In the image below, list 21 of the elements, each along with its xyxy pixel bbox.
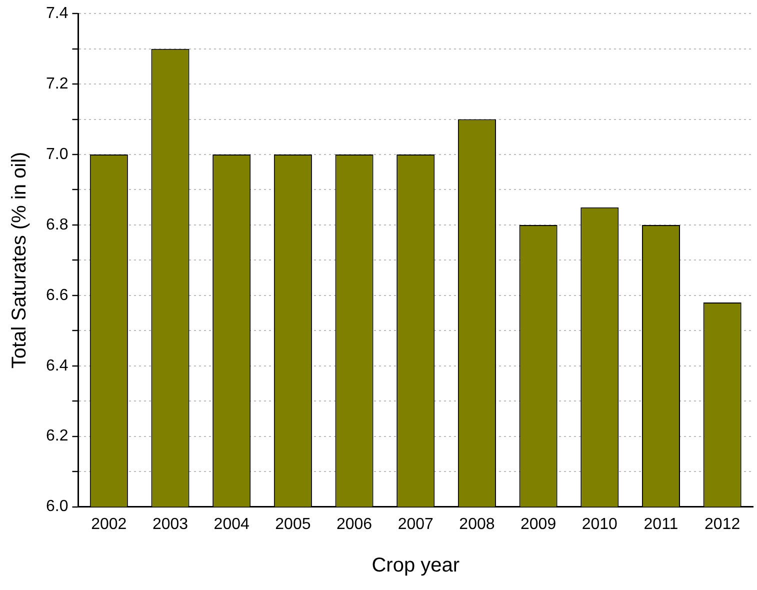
y-tick-label: 7.0 xyxy=(46,146,68,163)
x-tick-label: 2009 xyxy=(520,516,556,533)
y-tick-label: 7.2 xyxy=(46,75,68,92)
x-tick-label: 2002 xyxy=(91,516,127,533)
x-tick-label: 2008 xyxy=(459,516,495,533)
x-tick-label: 2004 xyxy=(214,516,250,533)
x-tick-label: 2010 xyxy=(582,516,618,533)
y-tick-label: 6.0 xyxy=(46,498,68,516)
y-tick-label: 6.6 xyxy=(46,286,68,304)
x-tick-label: 2011 xyxy=(644,516,678,533)
x-tick-label: 2006 xyxy=(336,516,372,533)
y-axis-title: Total Saturates (% in oil) xyxy=(8,152,31,369)
y-tick-label: 6.4 xyxy=(46,357,68,374)
y-tick-label: 6.8 xyxy=(46,216,68,234)
x-tick-label: 2003 xyxy=(152,516,188,533)
y-tick-label: 6.2 xyxy=(46,428,68,445)
x-tick-label: 2012 xyxy=(704,516,740,533)
x-tick-label: 2007 xyxy=(398,516,434,533)
y-tick-label: 7.4 xyxy=(46,5,68,22)
x-axis-title: Crop year xyxy=(372,554,460,577)
x-tick-label: 2005 xyxy=(275,516,311,533)
